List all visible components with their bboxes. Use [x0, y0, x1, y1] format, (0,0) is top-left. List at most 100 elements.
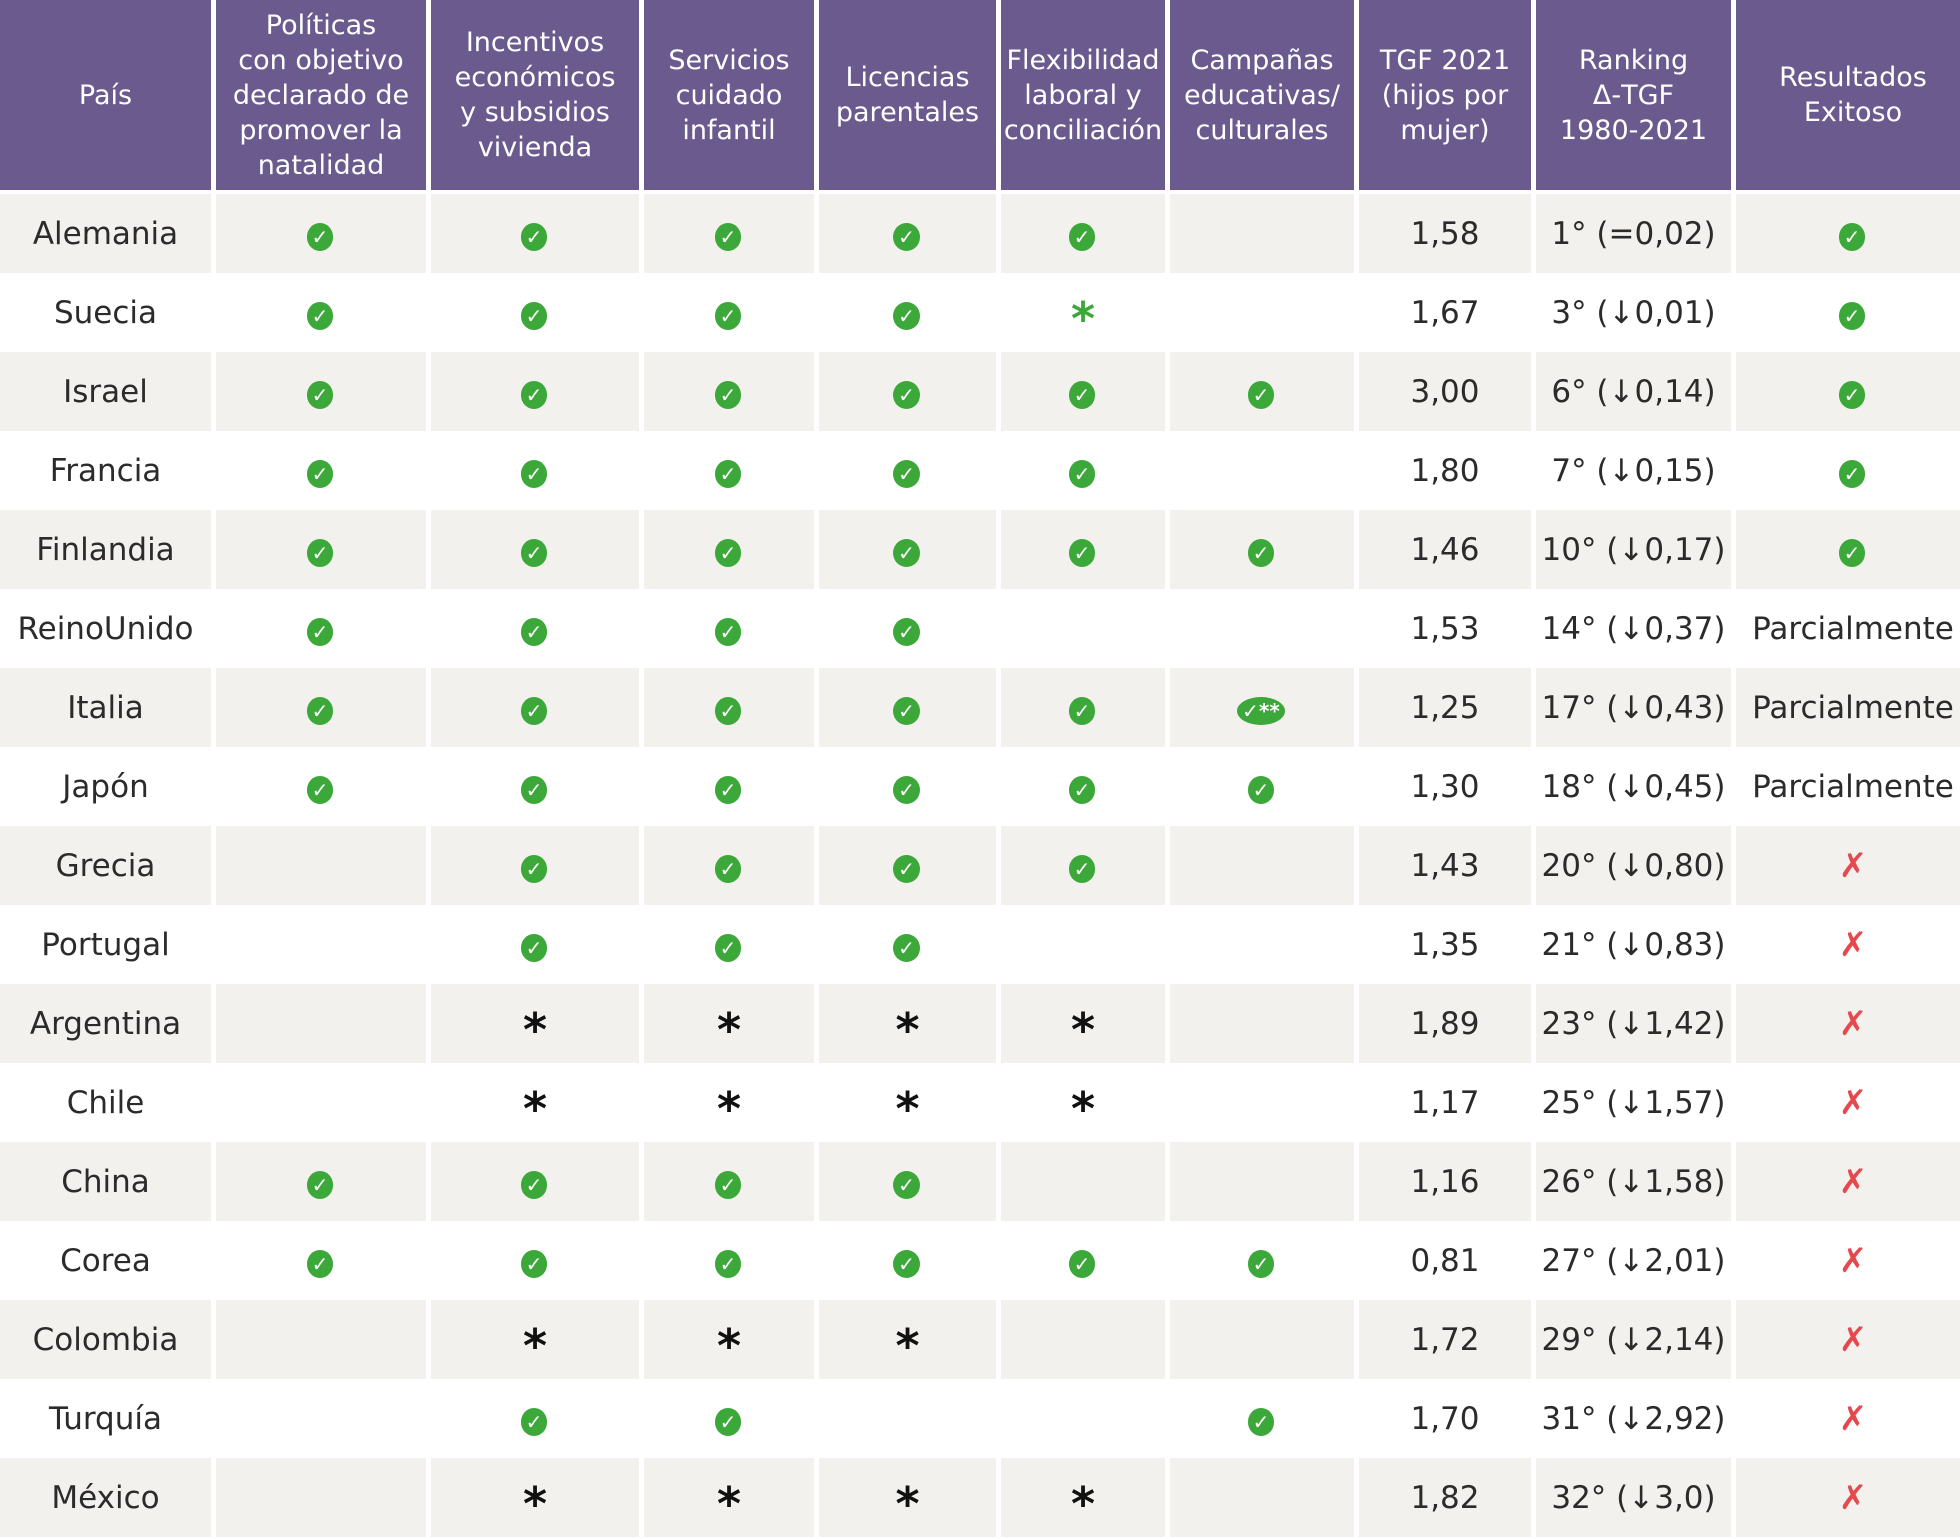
country-cell: Finlandia: [0, 510, 211, 589]
table-cell: ✓: [431, 431, 639, 510]
table-cell: [1170, 273, 1354, 352]
table-cell: ✓: [1736, 273, 1960, 352]
cell-text: Finlandia: [36, 531, 175, 568]
table-cell: 25° (↓1,57): [1536, 1063, 1731, 1142]
table-cell: ✓: [1001, 826, 1165, 905]
table-cell: *: [1001, 1458, 1165, 1537]
table-cell: [1170, 1300, 1354, 1379]
cell-text: Alemania: [32, 215, 179, 252]
table-row: Finlandia ✓ ✓ ✓ ✓ ✓ ✓ 1,46 10° (↓0,17) ✓: [0, 510, 1960, 589]
status-icon: ✓: [525, 224, 543, 249]
cell-text: Parcialmente: [1752, 610, 1954, 647]
status-icon: *: [716, 1081, 742, 1136]
status-icon: ✓: [311, 1251, 329, 1276]
table-cell: *: [819, 1300, 996, 1379]
table-cell: ✓: [431, 1142, 639, 1221]
table-cell: ✗: [1736, 905, 1960, 984]
table-cell: ✗: [1736, 1221, 1960, 1300]
status-icon: ✗: [1838, 845, 1868, 886]
status-icon: ✓: [898, 224, 915, 249]
table-cell: ✓: [216, 273, 426, 352]
table-cell: ✓: [431, 510, 639, 589]
table-cell: ✓: [644, 1142, 814, 1221]
table-cell: ✓**: [1170, 668, 1354, 747]
column-header: Ranking Δ-TGF 1980-2021: [1536, 0, 1731, 194]
table-cell: 1,89: [1359, 984, 1531, 1063]
status-icon: ✓: [719, 698, 737, 723]
column-header: Políticas con objetivo declarado de prom…: [216, 0, 426, 194]
cell-text: México: [51, 1479, 160, 1516]
status-icon: ✓: [311, 1172, 329, 1197]
table-cell: ✓: [1001, 510, 1165, 589]
table-cell: ✓: [644, 589, 814, 668]
status-icon: *: [716, 1002, 742, 1057]
status-icon: *: [1070, 291, 1096, 346]
table-cell: 26° (↓1,58): [1536, 1142, 1731, 1221]
table-row: ReinoUnido ✓ ✓ ✓ ✓ 1,53 14° (↓0,37) Parcialment…: [0, 589, 1960, 668]
table-cell: ✓: [644, 273, 814, 352]
country-cell: Chile: [0, 1063, 211, 1142]
table-cell: ✓: [819, 510, 996, 589]
country-cell: Francia: [0, 431, 211, 510]
table-cell: ✓: [431, 747, 639, 826]
table-cell: *: [819, 1063, 996, 1142]
status-icon: ✓: [1252, 382, 1270, 407]
country-cell: ReinoUnido: [0, 589, 211, 668]
country-cell: Turquía: [0, 1379, 211, 1458]
status-icon: *: [895, 1081, 920, 1136]
status-icon: ✓: [525, 461, 543, 486]
table-cell: ✓: [1170, 510, 1354, 589]
status-icon: *: [522, 1002, 548, 1057]
status-icon: ✓: [719, 224, 737, 249]
table-cell: ✗: [1736, 1142, 1960, 1221]
table-cell: ✗: [1736, 1300, 1960, 1379]
table-cell: ✗: [1736, 1458, 1960, 1537]
table-cell: ✓: [431, 826, 639, 905]
table-cell: ✓: [431, 1379, 639, 1458]
status-icon: ✓: [1843, 540, 1861, 565]
table-cell: [1001, 905, 1165, 984]
status-icon: ✓: [898, 540, 915, 565]
table-cell: *: [819, 984, 996, 1063]
table-cell: ✗: [1736, 826, 1960, 905]
table-cell: 21° (↓0,83): [1536, 905, 1731, 984]
column-header: Resultados Exitoso: [1736, 0, 1960, 194]
table-cell: *: [819, 1458, 996, 1537]
table-cell: ✓: [819, 1221, 996, 1300]
table-cell: *: [431, 1458, 639, 1537]
status-icon: ✓: [898, 382, 915, 407]
table-cell: ✓: [644, 1379, 814, 1458]
status-icon: ✓: [525, 303, 543, 328]
status-icon: ✓: [1252, 777, 1270, 802]
cell-text: 1,16: [1410, 1163, 1480, 1200]
table-cell: *: [1001, 273, 1165, 352]
country-cell: Corea: [0, 1221, 211, 1300]
table-cell: [1001, 589, 1165, 668]
table-cell: 1,70: [1359, 1379, 1531, 1458]
table-cell: ✓: [431, 273, 639, 352]
status-icon: ✓: [525, 1409, 543, 1434]
table-cell: [216, 1063, 426, 1142]
cell-text: 31° (↓2,92): [1541, 1400, 1726, 1437]
table-row: Alemania ✓ ✓ ✓ ✓ ✓ 1,58 1° (=0,02) ✓: [0, 194, 1960, 273]
table-cell: [1170, 589, 1354, 668]
status-icon: ✓: [311, 224, 329, 249]
column-header: TGF 2021 (hijos por mujer): [1359, 0, 1531, 194]
status-icon: ✗: [1838, 1003, 1868, 1044]
cell-text: 1,72: [1410, 1321, 1480, 1358]
table-cell: [216, 1300, 426, 1379]
status-icon: ✓: [1252, 1409, 1270, 1434]
cell-text: 1,17: [1410, 1084, 1480, 1121]
table-cell: 10° (↓0,17): [1536, 510, 1731, 589]
table-cell: *: [431, 984, 639, 1063]
table-cell: *: [644, 984, 814, 1063]
table-cell: 1,53: [1359, 589, 1531, 668]
cell-text: 27° (↓2,01): [1541, 1242, 1726, 1279]
cell-text: 20° (↓0,80): [1541, 847, 1726, 884]
cell-text: 0,81: [1410, 1242, 1480, 1279]
table-cell: ✓: [1736, 194, 1960, 273]
status-icon: ✓: [1252, 1251, 1270, 1276]
status-icon: *: [1070, 1002, 1096, 1057]
status-icon: *: [1070, 1476, 1096, 1531]
cell-text: 25° (↓1,57): [1541, 1084, 1726, 1121]
